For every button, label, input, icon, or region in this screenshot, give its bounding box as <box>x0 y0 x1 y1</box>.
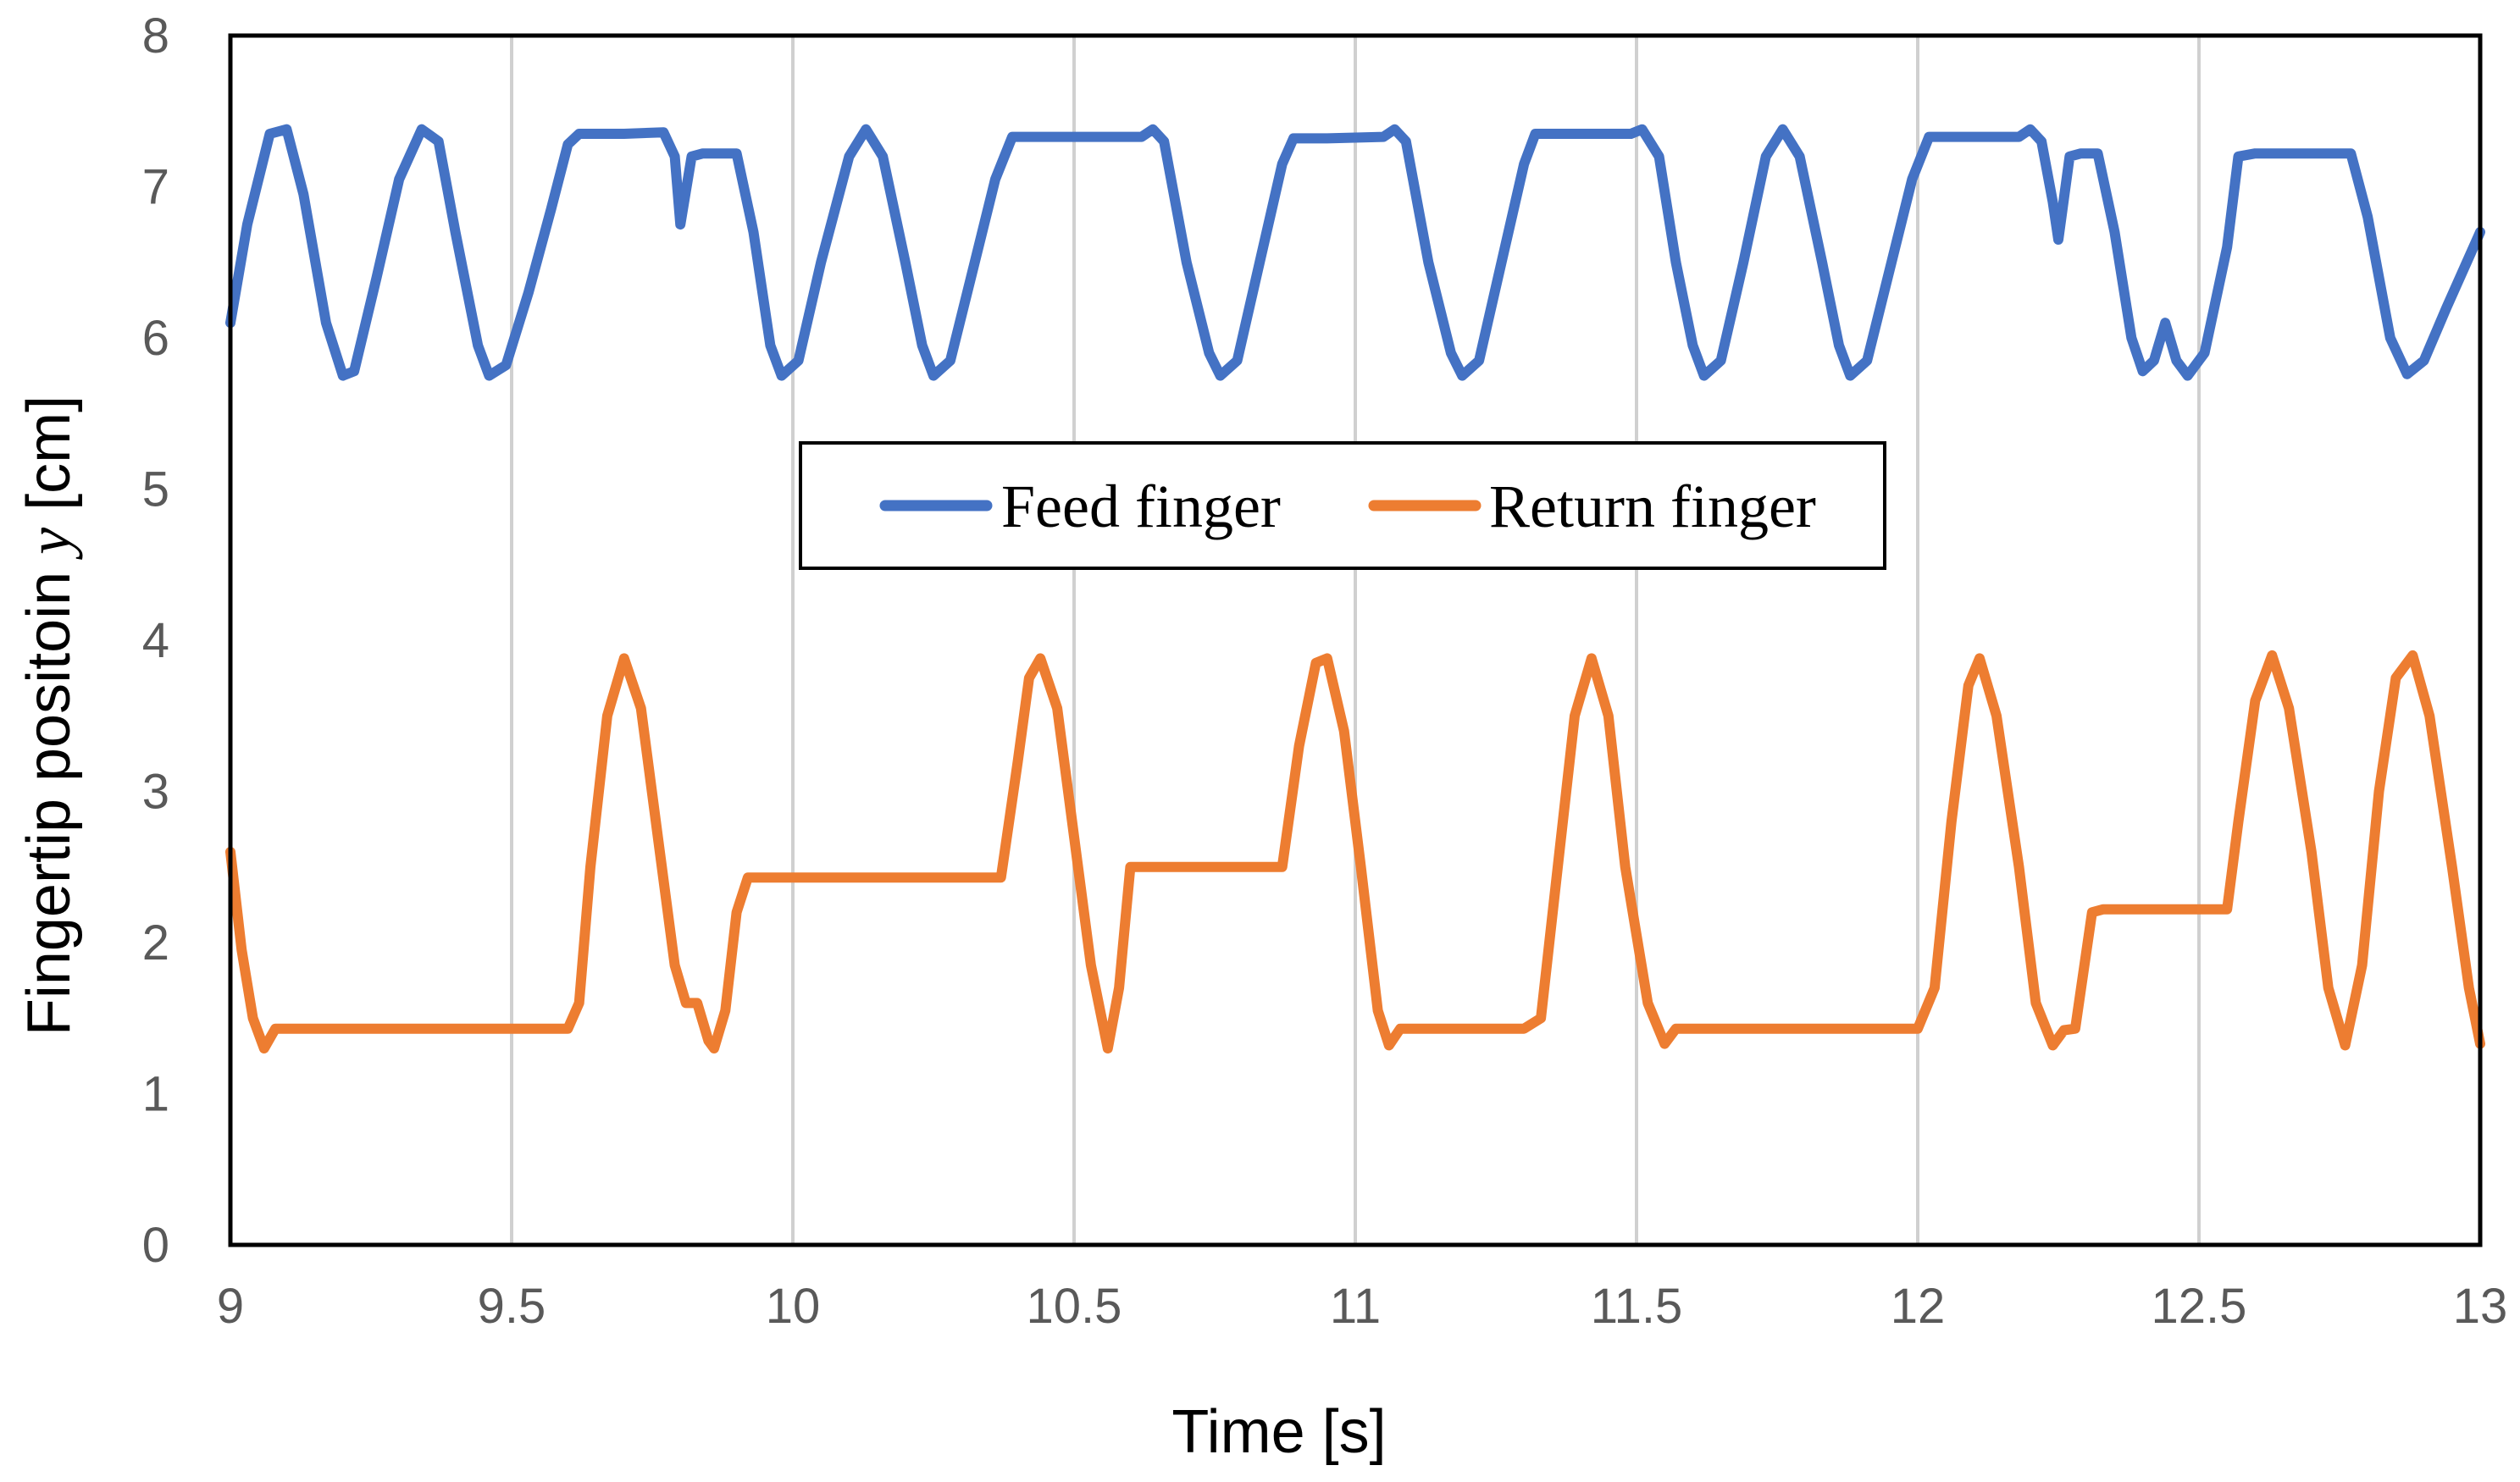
y-axis-title-variable: y <box>15 528 83 561</box>
series-line-feed-finger <box>225 124 2485 381</box>
x-tick-label: 10.5 <box>1027 1279 1122 1334</box>
y-tick-label: 0 <box>142 1218 169 1273</box>
x-tick-label: 9.5 <box>478 1279 546 1334</box>
y-tick-label: 1 <box>142 1067 169 1122</box>
y-axis-title-prefix: Fingertip positoin <box>15 555 83 1036</box>
y-tick-label: 5 <box>142 462 169 517</box>
plot-area-frame <box>228 33 2483 1247</box>
x-tick-label: 12.5 <box>2152 1279 2247 1334</box>
legend-label-feed-finger: Feed finger <box>1001 473 1281 540</box>
series-lines <box>225 124 2485 1053</box>
y-axis-title-suffix: [cm] <box>15 395 83 528</box>
y-tick-label: 8 <box>142 8 169 64</box>
legend-label-return-finger: Return finger <box>1489 473 1816 540</box>
x-tick-label: 11.5 <box>1591 1279 1683 1334</box>
y-tick-label: 7 <box>142 160 169 215</box>
x-axis-tick-labels: 9 9.5 10 10.5 11 11.5 12 12.5 13 <box>217 1279 2507 1334</box>
x-tick-label: 9 <box>217 1279 244 1334</box>
x-tick-label: 11 <box>1330 1279 1381 1334</box>
x-tick-label: 13 <box>2453 1279 2508 1334</box>
x-tick-label: 12 <box>1891 1279 1946 1334</box>
vertical-gridlines <box>510 36 2201 1245</box>
x-tick-label: 10 <box>766 1279 821 1334</box>
series-line-return-finger <box>225 650 2485 1053</box>
y-tick-label: 4 <box>142 613 169 668</box>
y-tick-label: 3 <box>142 765 169 820</box>
y-tick-label: 6 <box>142 311 169 366</box>
y-axis-title: Fingertip positoin y [cm] <box>15 395 83 1036</box>
y-tick-label: 2 <box>142 915 169 970</box>
y-axis-tick-labels: 0 1 2 3 4 5 6 7 8 <box>142 8 169 1273</box>
legend: Feed finger Return finger <box>799 441 1886 570</box>
x-axis-title: Time [s] <box>1171 1398 1386 1466</box>
